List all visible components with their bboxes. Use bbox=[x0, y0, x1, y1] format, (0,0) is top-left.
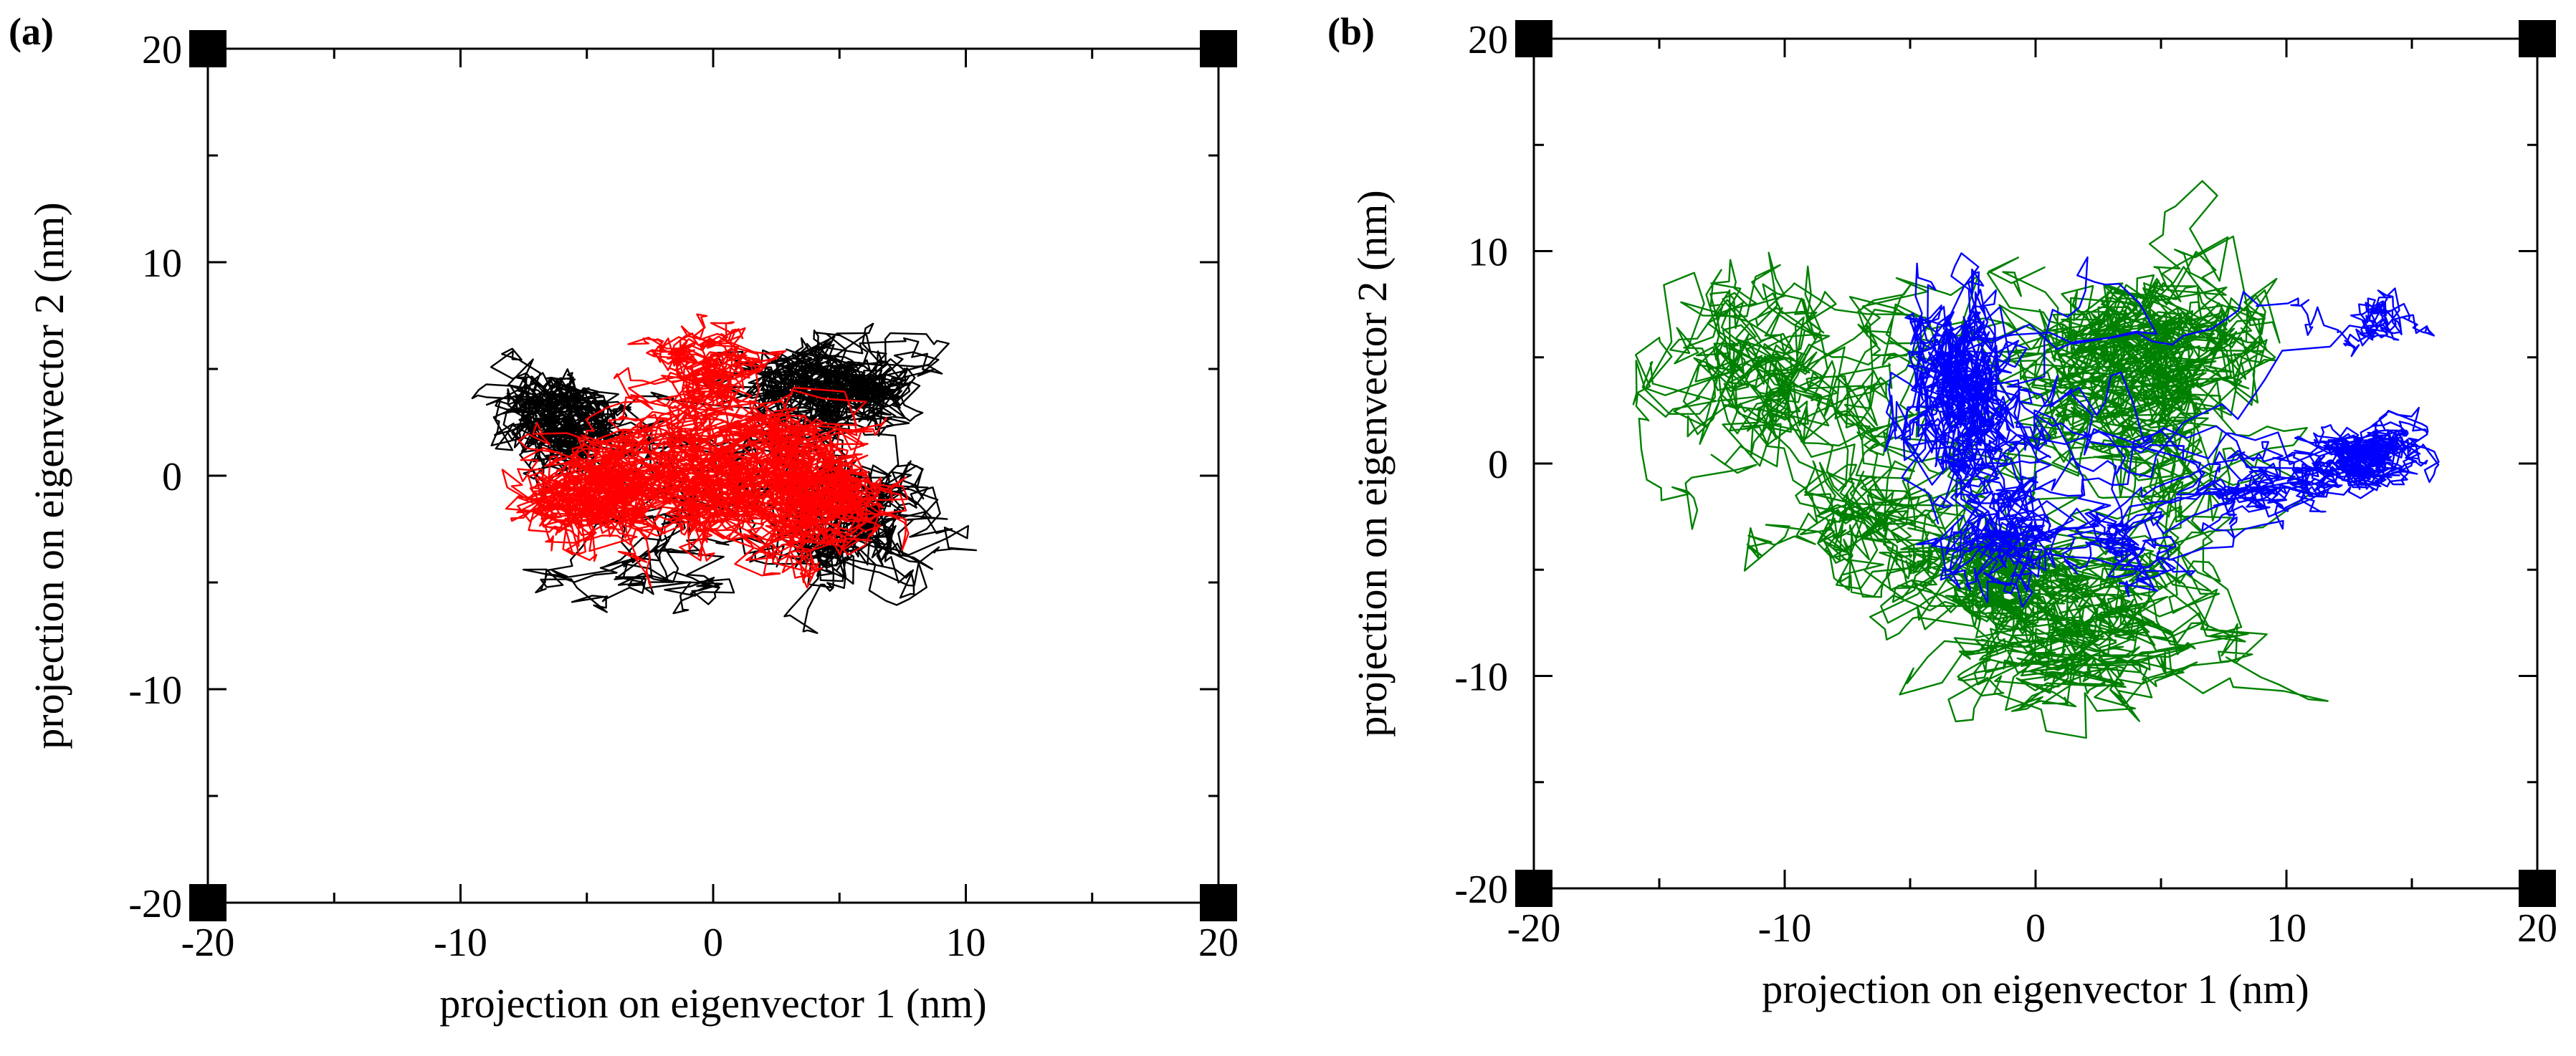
panel-a-corner-marker-0 bbox=[189, 30, 226, 67]
panel-b-corner-marker-3 bbox=[2519, 870, 2556, 907]
panel-a-x-tick-label: -10 bbox=[434, 921, 487, 965]
panel-a-letter: (a) bbox=[9, 10, 54, 53]
panel-a-traces bbox=[471, 313, 978, 634]
panel-b-series-green-trajectory bbox=[1632, 180, 2329, 739]
panel-a-x-tick-label: 10 bbox=[946, 921, 986, 965]
panel-a-corner-marker-3 bbox=[1200, 884, 1237, 921]
panel-b-chart: (b) -20 -10 0 10 20 -20 -10 0 10 20 projection on e… bbox=[1327, 10, 2557, 1012]
panel-a-x-tick-label: -20 bbox=[181, 921, 235, 965]
panel-b-y-tick-label: -10 bbox=[1454, 656, 1508, 700]
panel-b-y-tick-label: 0 bbox=[1488, 443, 1508, 487]
panel-a-y-tick-label: -20 bbox=[128, 882, 182, 926]
panel-b-corner-marker-0 bbox=[1515, 20, 1552, 57]
panel-b-traces bbox=[1632, 180, 2440, 739]
panel-a-y-tick-label: -10 bbox=[128, 668, 182, 713]
panel-b-letter: (b) bbox=[1327, 10, 1375, 53]
panel-a-y-tick-label: 20 bbox=[142, 28, 182, 72]
panel-b-y-tick-label: 10 bbox=[1468, 231, 1508, 275]
panel-b-series-blue-trajectory bbox=[1884, 252, 2440, 608]
panel-b-corner-marker-2 bbox=[1515, 870, 1552, 907]
panel-a-y-tick-label: 0 bbox=[162, 455, 182, 499]
panel-a-corner-marker-2 bbox=[189, 884, 226, 921]
panel-a-corner-marker-1 bbox=[1200, 30, 1237, 67]
panel-b-y-tick-label: -20 bbox=[1454, 868, 1508, 912]
panel-b-x-axis-title: projection on eigenvector 1 (nm) bbox=[1762, 966, 2309, 1012]
panel-a-x-tick-label: 0 bbox=[703, 921, 723, 965]
panel-a-x-tick-label: 20 bbox=[1198, 921, 1239, 965]
panel-b-y-tick-label: 20 bbox=[1468, 18, 1508, 62]
panel-b-x-tick-label: -20 bbox=[1507, 906, 1561, 951]
panel-a-chart: (a) -20 -10 0 10 20 -20 -10 0 10 20 projection on e… bbox=[9, 10, 1239, 1027]
panel-b-x-tick-label: 20 bbox=[2517, 906, 2557, 951]
panel-b-x-tick-label: -10 bbox=[1758, 906, 1812, 951]
panel-b-x-tick-label: 10 bbox=[2266, 906, 2307, 951]
panel-a-y-axis-title: projection on eigenvector 2 (nm) bbox=[26, 202, 72, 749]
panel-a-x-axis-title: projection on eigenvector 1 (nm) bbox=[439, 980, 986, 1027]
panel-b-x-tick-label: 0 bbox=[2026, 906, 2046, 951]
panel-a-series-red-trajectory bbox=[501, 313, 910, 589]
panel-a-y-tick-label: 10 bbox=[142, 241, 182, 286]
panel-b-y-axis-title: projection on eigenvector 2 (nm) bbox=[1349, 190, 1396, 736]
panel-b-corner-marker-1 bbox=[2519, 20, 2556, 57]
